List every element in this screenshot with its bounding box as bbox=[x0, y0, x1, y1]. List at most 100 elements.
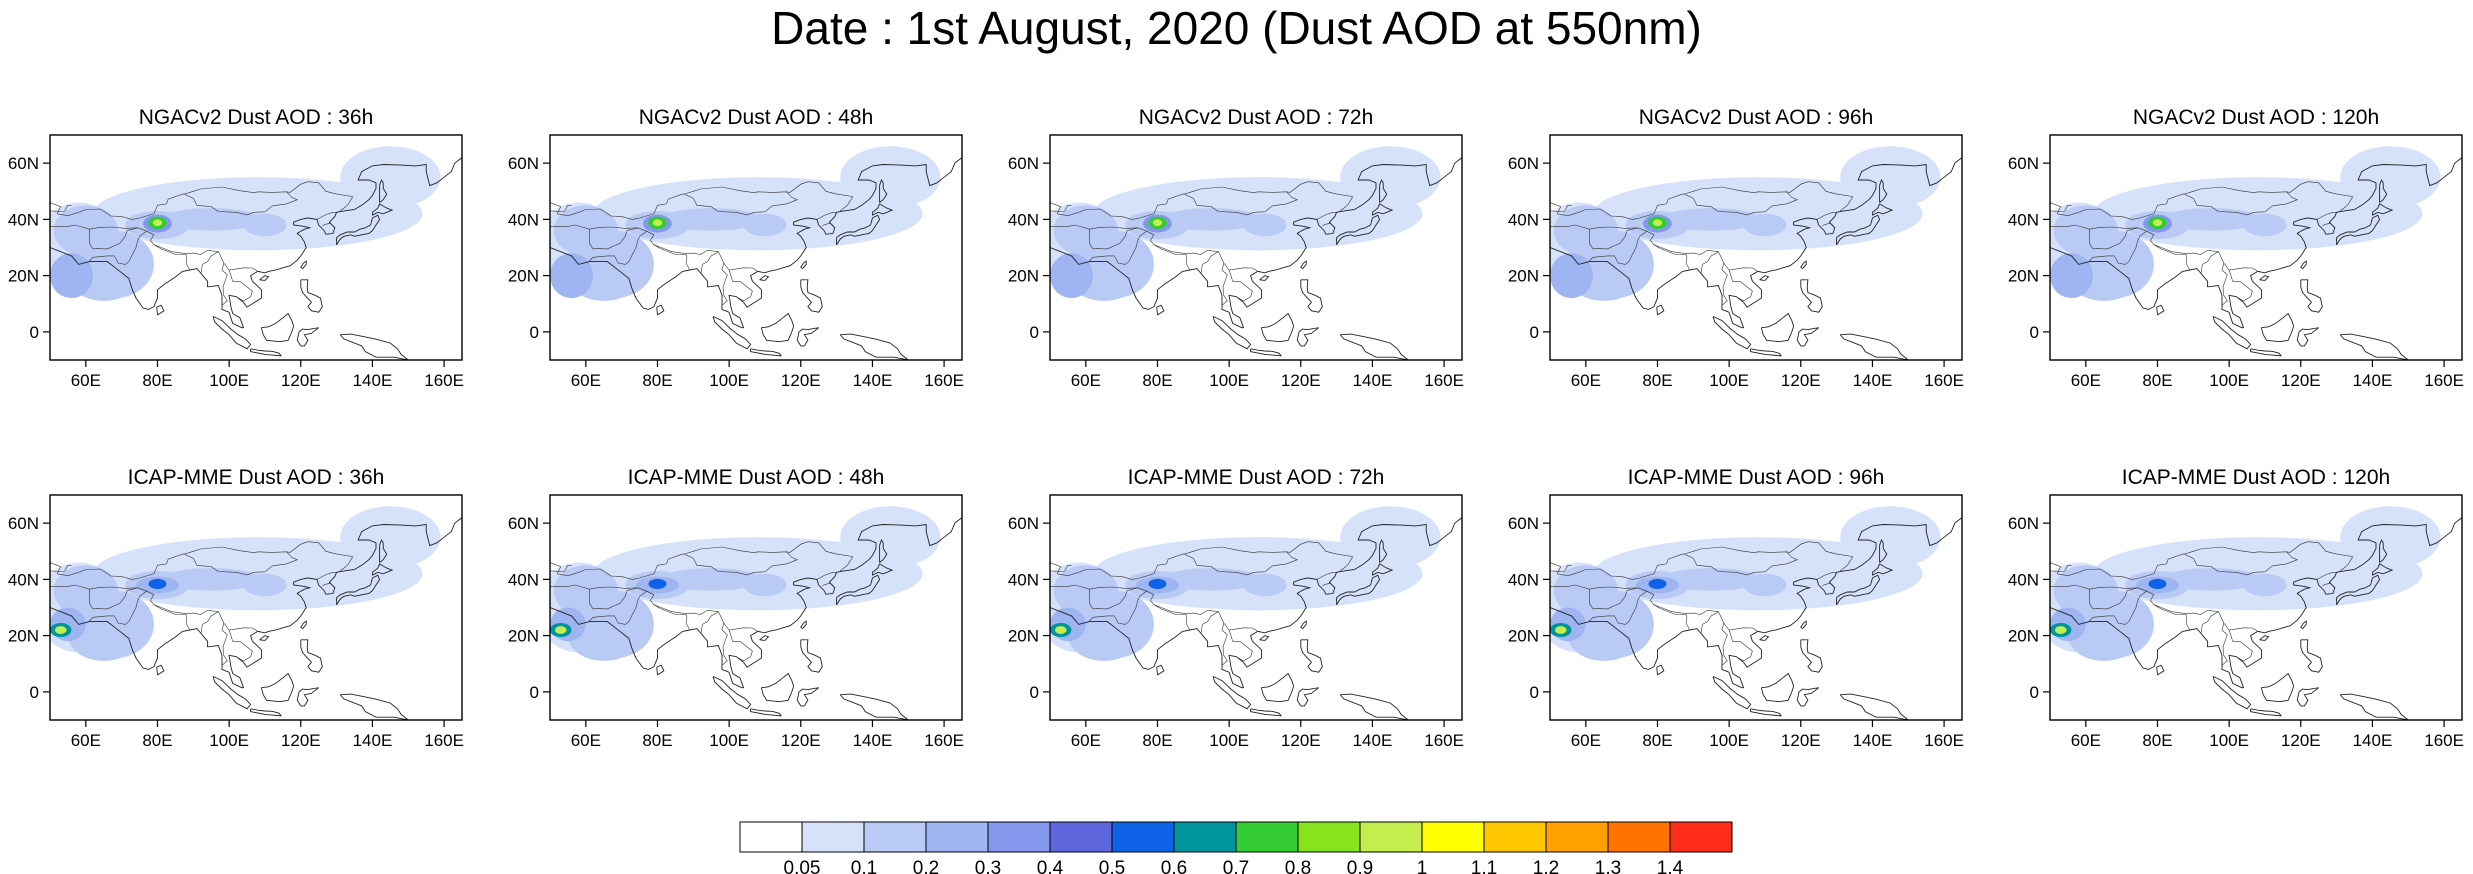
y-tick-label: 40N bbox=[8, 570, 39, 589]
country-border bbox=[322, 583, 331, 586]
x-tick-label: 160E bbox=[2424, 731, 2464, 750]
coastline bbox=[1839, 693, 1909, 720]
coastline bbox=[2300, 639, 2323, 673]
coastline bbox=[1800, 620, 1807, 629]
x-tick-label: 60E bbox=[2071, 731, 2101, 750]
coastline bbox=[1259, 635, 1270, 641]
country-border bbox=[700, 611, 719, 633]
colorbar-swatch bbox=[1669, 821, 1733, 853]
country-border bbox=[822, 223, 831, 226]
coastline bbox=[1336, 574, 1381, 605]
country-border bbox=[2057, 181, 2354, 220]
coastline bbox=[712, 675, 752, 710]
y-tick-label: 20N bbox=[2008, 267, 2039, 286]
colorbar-swatch bbox=[1111, 821, 1175, 853]
x-tick-label: 140E bbox=[853, 731, 893, 750]
map-frame bbox=[2049, 134, 2463, 361]
country-border bbox=[50, 205, 72, 212]
colorbar-swatch bbox=[1483, 821, 1547, 853]
country-border bbox=[1057, 181, 1354, 220]
x-tick-label: 80E bbox=[642, 371, 672, 390]
country-border bbox=[1322, 223, 1331, 226]
colorbar-label: 1 bbox=[1417, 858, 1428, 874]
colorbar-label: 0.05 bbox=[784, 858, 821, 874]
coastline bbox=[1656, 304, 1665, 316]
y-tick-label: 60N bbox=[508, 154, 539, 173]
aod-area bbox=[553, 205, 619, 256]
aod-area bbox=[1161, 568, 1262, 591]
y-tick-label: 60N bbox=[8, 514, 39, 533]
x-tick-label: 160E bbox=[1424, 731, 1464, 750]
coastline bbox=[379, 178, 388, 203]
aod-area bbox=[293, 199, 380, 234]
aod-area bbox=[793, 199, 880, 234]
coastline bbox=[1759, 635, 1770, 641]
x-tick-label: 60E bbox=[1571, 371, 1601, 390]
colorbar-label: 1.3 bbox=[1595, 858, 1621, 874]
main-title: Date : 1st August, 2020 (Dust AOD at 550… bbox=[771, 2, 1702, 54]
x-tick-label: 100E bbox=[1209, 371, 1249, 390]
aod-area bbox=[161, 208, 262, 231]
coastline bbox=[2379, 538, 2388, 563]
coastline bbox=[1050, 157, 1462, 329]
country-border bbox=[1728, 269, 1753, 302]
x-tick-label: 100E bbox=[2209, 731, 2249, 750]
aod-area bbox=[661, 208, 762, 231]
coastline bbox=[50, 157, 462, 329]
country-border bbox=[728, 629, 753, 662]
coastline bbox=[2260, 312, 2295, 343]
y-tick-label: 20N bbox=[1008, 627, 1039, 646]
country-border bbox=[1700, 251, 1719, 273]
country-border bbox=[557, 181, 854, 220]
coastline bbox=[1796, 327, 1819, 347]
coastline bbox=[2339, 333, 2409, 360]
aod-area bbox=[1743, 573, 1787, 597]
country-border bbox=[2316, 571, 2337, 580]
country-border bbox=[2050, 205, 2072, 212]
coastline bbox=[759, 275, 770, 281]
y-tick-label: 40N bbox=[1508, 210, 1539, 229]
aod-area bbox=[1050, 253, 1093, 299]
aod-area bbox=[840, 146, 941, 209]
x-tick-label: 60E bbox=[1071, 371, 1101, 390]
coastline bbox=[1656, 664, 1665, 676]
coastline bbox=[2379, 178, 2388, 203]
country-border bbox=[1557, 181, 1854, 220]
country-border bbox=[1228, 269, 1253, 302]
aod-area bbox=[53, 205, 119, 256]
coastline bbox=[2336, 574, 2381, 605]
coastline bbox=[871, 563, 894, 576]
coastline bbox=[1300, 260, 1307, 269]
x-tick-label: 120E bbox=[1781, 731, 1821, 750]
coastline bbox=[796, 687, 819, 707]
aod-area bbox=[2293, 199, 2380, 234]
x-tick-label: 60E bbox=[571, 731, 601, 750]
y-tick-label: 20N bbox=[1508, 627, 1539, 646]
country-border bbox=[1589, 227, 1638, 250]
country-border bbox=[200, 611, 219, 633]
y-tick-label: 0 bbox=[2030, 683, 2039, 702]
country-border bbox=[550, 205, 572, 212]
coastline bbox=[1760, 672, 1795, 703]
coastline bbox=[1371, 563, 1394, 576]
x-tick-label: 100E bbox=[209, 731, 249, 750]
coastline bbox=[879, 538, 888, 563]
map-frame bbox=[1549, 134, 1963, 361]
y-tick-label: 60N bbox=[1008, 514, 1039, 533]
coastline bbox=[550, 157, 962, 329]
x-tick-label: 160E bbox=[924, 731, 964, 750]
country-border bbox=[1050, 564, 1072, 572]
coastline bbox=[2260, 672, 2295, 703]
x-tick-label: 80E bbox=[142, 731, 172, 750]
aod-area bbox=[1743, 213, 1787, 237]
colorbar-label: 0.2 bbox=[913, 858, 939, 874]
aod-area bbox=[340, 146, 441, 209]
country-border bbox=[1822, 223, 1831, 226]
country-border bbox=[2228, 629, 2253, 662]
country-border bbox=[221, 262, 228, 306]
coastline bbox=[1379, 178, 1388, 203]
country-border bbox=[816, 571, 837, 580]
coastline bbox=[800, 279, 823, 313]
aod-area bbox=[1550, 253, 1593, 299]
country-border bbox=[89, 227, 138, 250]
